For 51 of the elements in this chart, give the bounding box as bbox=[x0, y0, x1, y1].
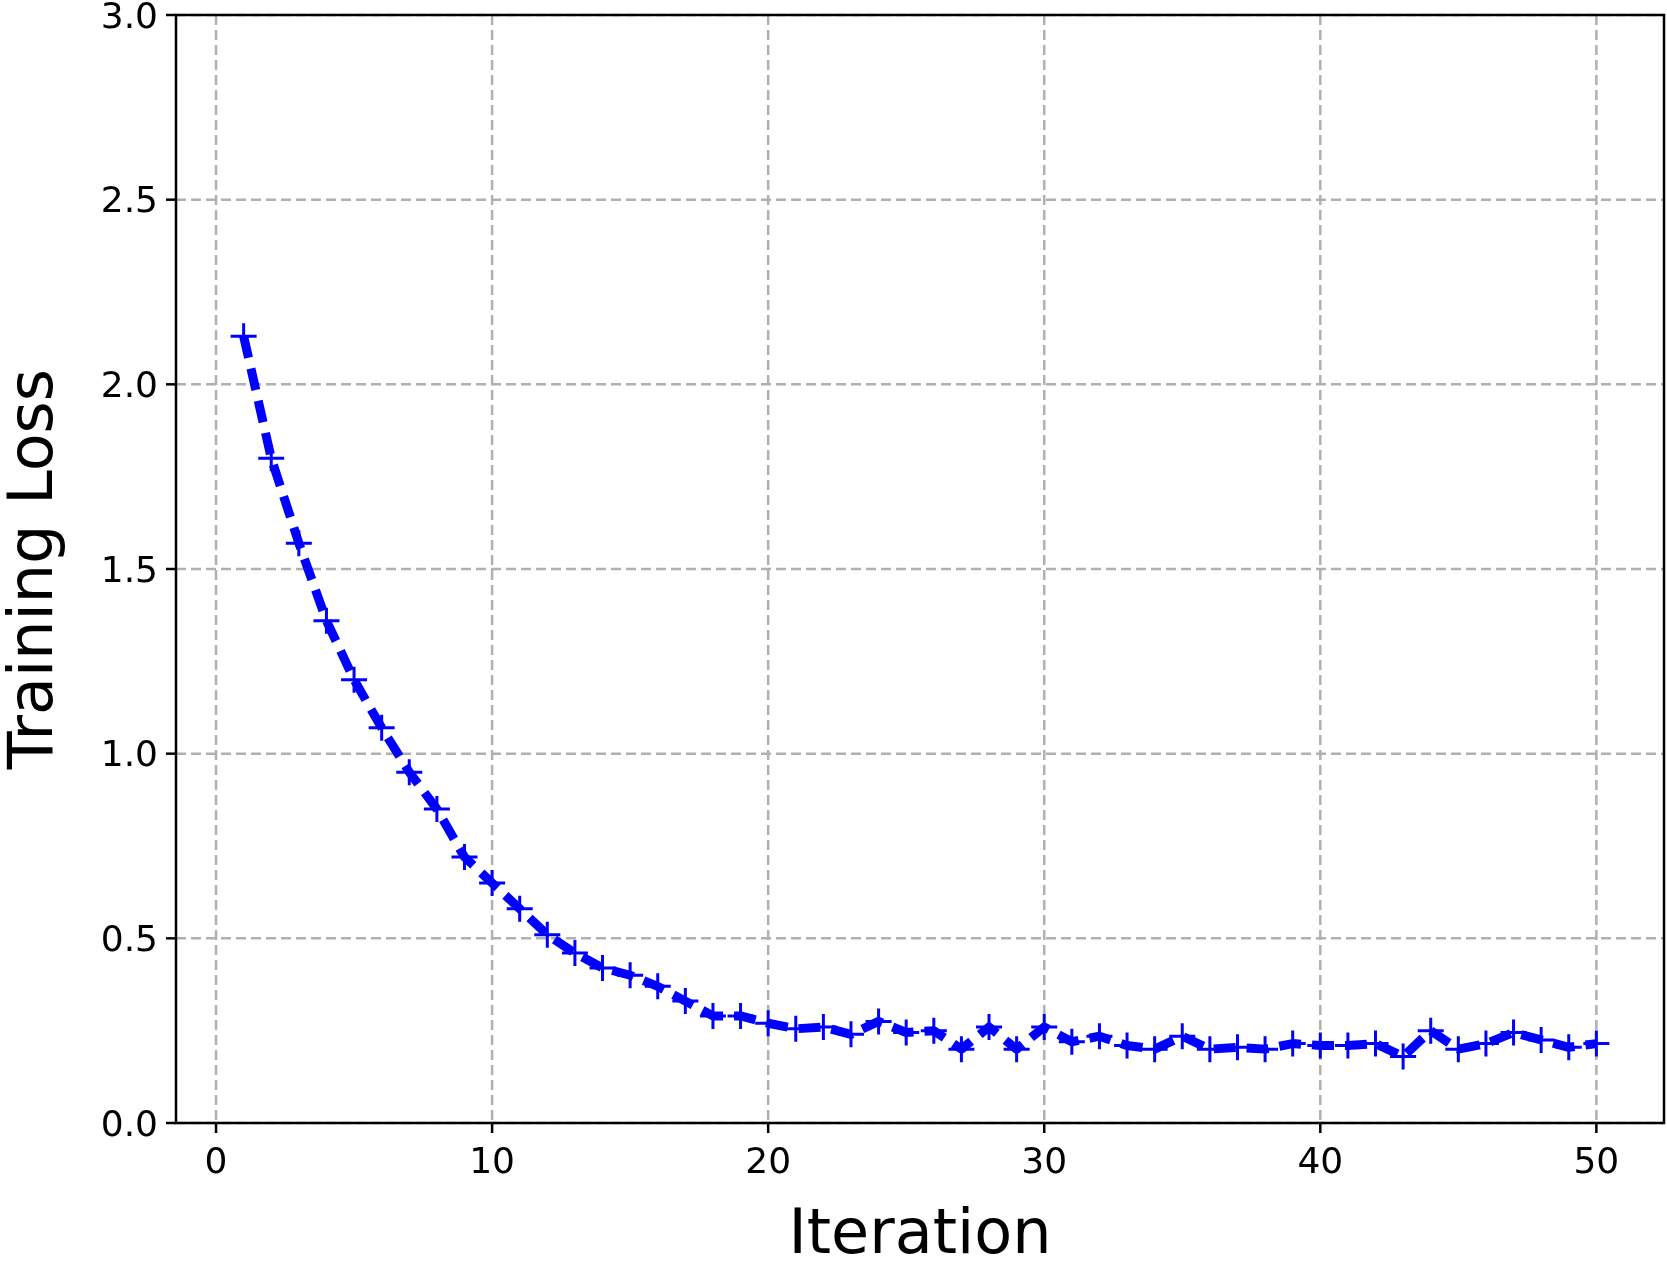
y-tick-label: 0.5 bbox=[100, 917, 158, 959]
point bbox=[1058, 1028, 1085, 1055]
x-tick-label: 50 bbox=[1573, 1140, 1620, 1181]
point bbox=[561, 940, 588, 967]
point bbox=[644, 973, 671, 1000]
point bbox=[1555, 1034, 1582, 1061]
point bbox=[396, 759, 423, 786]
point bbox=[699, 1002, 726, 1029]
point bbox=[1086, 1023, 1113, 1050]
x-axis-title: Iteration bbox=[788, 1195, 1052, 1261]
point bbox=[920, 1017, 947, 1044]
point bbox=[976, 1013, 1003, 1040]
point bbox=[341, 666, 368, 693]
x-tick-label: 20 bbox=[745, 1140, 792, 1181]
y-tick-label: 0.0 bbox=[100, 1102, 158, 1144]
point bbox=[948, 1036, 975, 1063]
point bbox=[672, 988, 699, 1015]
point bbox=[727, 1002, 754, 1029]
point bbox=[1390, 1043, 1417, 1070]
point bbox=[1031, 1013, 1058, 1040]
y-axis-title: Training Loss bbox=[0, 368, 67, 771]
point bbox=[479, 869, 506, 896]
point bbox=[617, 962, 644, 989]
point bbox=[423, 796, 450, 823]
x-tick-label: 30 bbox=[1021, 1140, 1068, 1181]
point bbox=[368, 714, 395, 741]
x-tick-label: 0 bbox=[204, 1140, 228, 1181]
y-tick-label: 2.0 bbox=[100, 363, 158, 405]
point bbox=[451, 844, 478, 871]
y-tick-label: 2.5 bbox=[100, 179, 158, 221]
point bbox=[1500, 1019, 1527, 1046]
y-tick-label: 1.5 bbox=[100, 548, 158, 590]
point bbox=[1169, 1023, 1196, 1050]
point bbox=[1417, 1017, 1444, 1044]
point bbox=[1583, 1030, 1610, 1057]
point bbox=[865, 1008, 892, 1035]
x-tick-label: 10 bbox=[469, 1140, 515, 1181]
point bbox=[1528, 1026, 1555, 1053]
point bbox=[313, 607, 340, 634]
point bbox=[755, 1010, 782, 1037]
point bbox=[1141, 1036, 1168, 1063]
x-tick-label: 40 bbox=[1297, 1140, 1344, 1181]
point bbox=[534, 921, 561, 948]
point bbox=[589, 954, 616, 981]
y-tick-label: 3.0 bbox=[100, 0, 158, 36]
y-tick-label: 1.0 bbox=[100, 733, 158, 775]
point bbox=[285, 530, 312, 557]
point bbox=[1003, 1036, 1030, 1063]
point bbox=[893, 1019, 920, 1046]
point bbox=[837, 1021, 864, 1048]
point bbox=[506, 895, 533, 922]
